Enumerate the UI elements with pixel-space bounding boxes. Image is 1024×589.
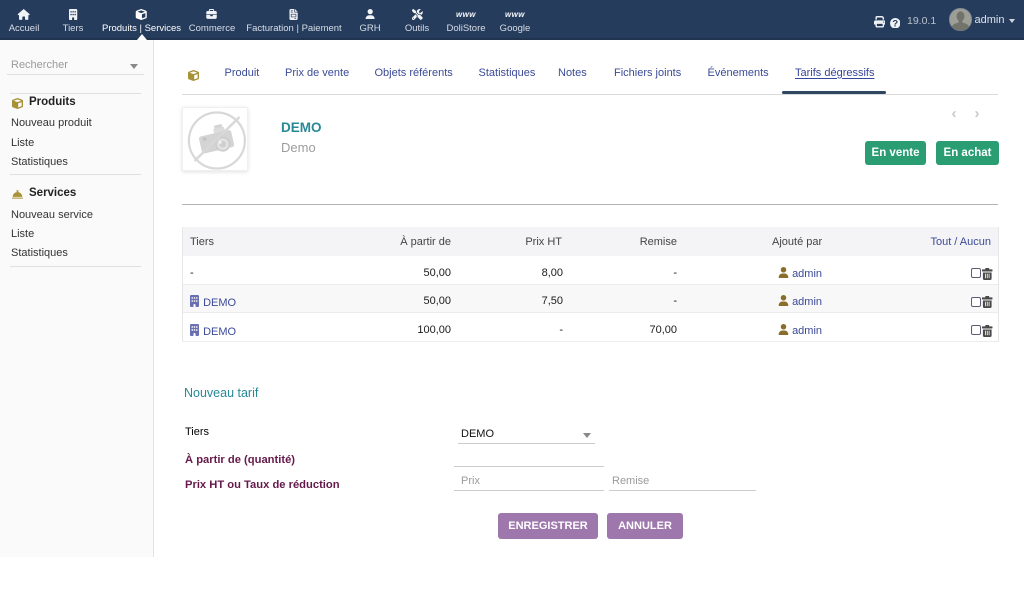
svg-text:?: ? [892, 18, 898, 29]
